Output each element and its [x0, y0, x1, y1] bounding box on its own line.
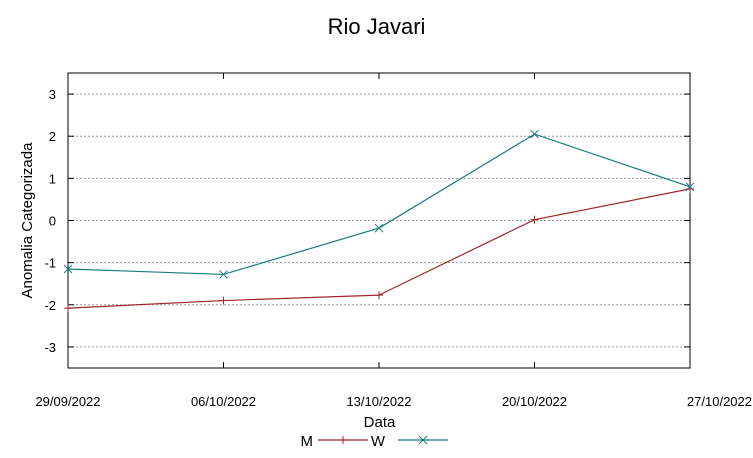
x-tick-label: 27/10/2022 [687, 394, 752, 409]
data-point [374, 223, 384, 233]
legend-label: W [371, 433, 386, 450]
data-point [219, 270, 228, 279]
cross-marker [685, 182, 695, 192]
data-point [63, 264, 73, 274]
series [63, 129, 695, 313]
x-tick-label: 29/09/2022 [35, 394, 100, 409]
legend-item-m: M [301, 433, 368, 450]
y-tick-label: -1 [44, 256, 56, 271]
series-w [63, 129, 695, 279]
x-tick-label: 13/10/2022 [346, 394, 411, 409]
y-tick-label: 1 [49, 171, 56, 186]
data-point [64, 304, 72, 313]
cross-marker [418, 435, 428, 445]
y-tick-label: 0 [49, 214, 56, 229]
y-axis: -3 -2 -1 0 1 2 3 [44, 87, 690, 355]
y-tick-label: -2 [44, 298, 56, 313]
legend-item-w: W [371, 433, 448, 450]
cross-marker [219, 270, 228, 279]
series-line [67, 133, 691, 276]
x-tick-label: 20/10/2022 [502, 394, 567, 409]
cross-marker [374, 223, 384, 233]
data-point [530, 129, 539, 139]
y-tick-label: -3 [44, 340, 56, 355]
legend-label: M [301, 433, 314, 450]
series-line [67, 188, 691, 309]
cross-marker [63, 264, 73, 274]
grid-lines [68, 93, 690, 348]
data-point [685, 182, 695, 192]
x-tick-label: 06/10/2022 [191, 394, 256, 409]
chart-title: Rio Javari [327, 14, 426, 39]
y-tick-label: 3 [49, 87, 56, 102]
cross-marker [530, 129, 539, 139]
y-axis-label: Anomalia Categorizada [19, 142, 36, 299]
series-m [64, 184, 694, 313]
data-point [375, 291, 383, 300]
x-axis: 29/09/2022 06/10/2022 13/10/2022 20/10/2022… [35, 73, 752, 409]
y-tick-label: 2 [49, 129, 56, 144]
data-point [530, 215, 539, 224]
x-axis-label: Data [364, 414, 396, 431]
data-point [219, 296, 228, 305]
